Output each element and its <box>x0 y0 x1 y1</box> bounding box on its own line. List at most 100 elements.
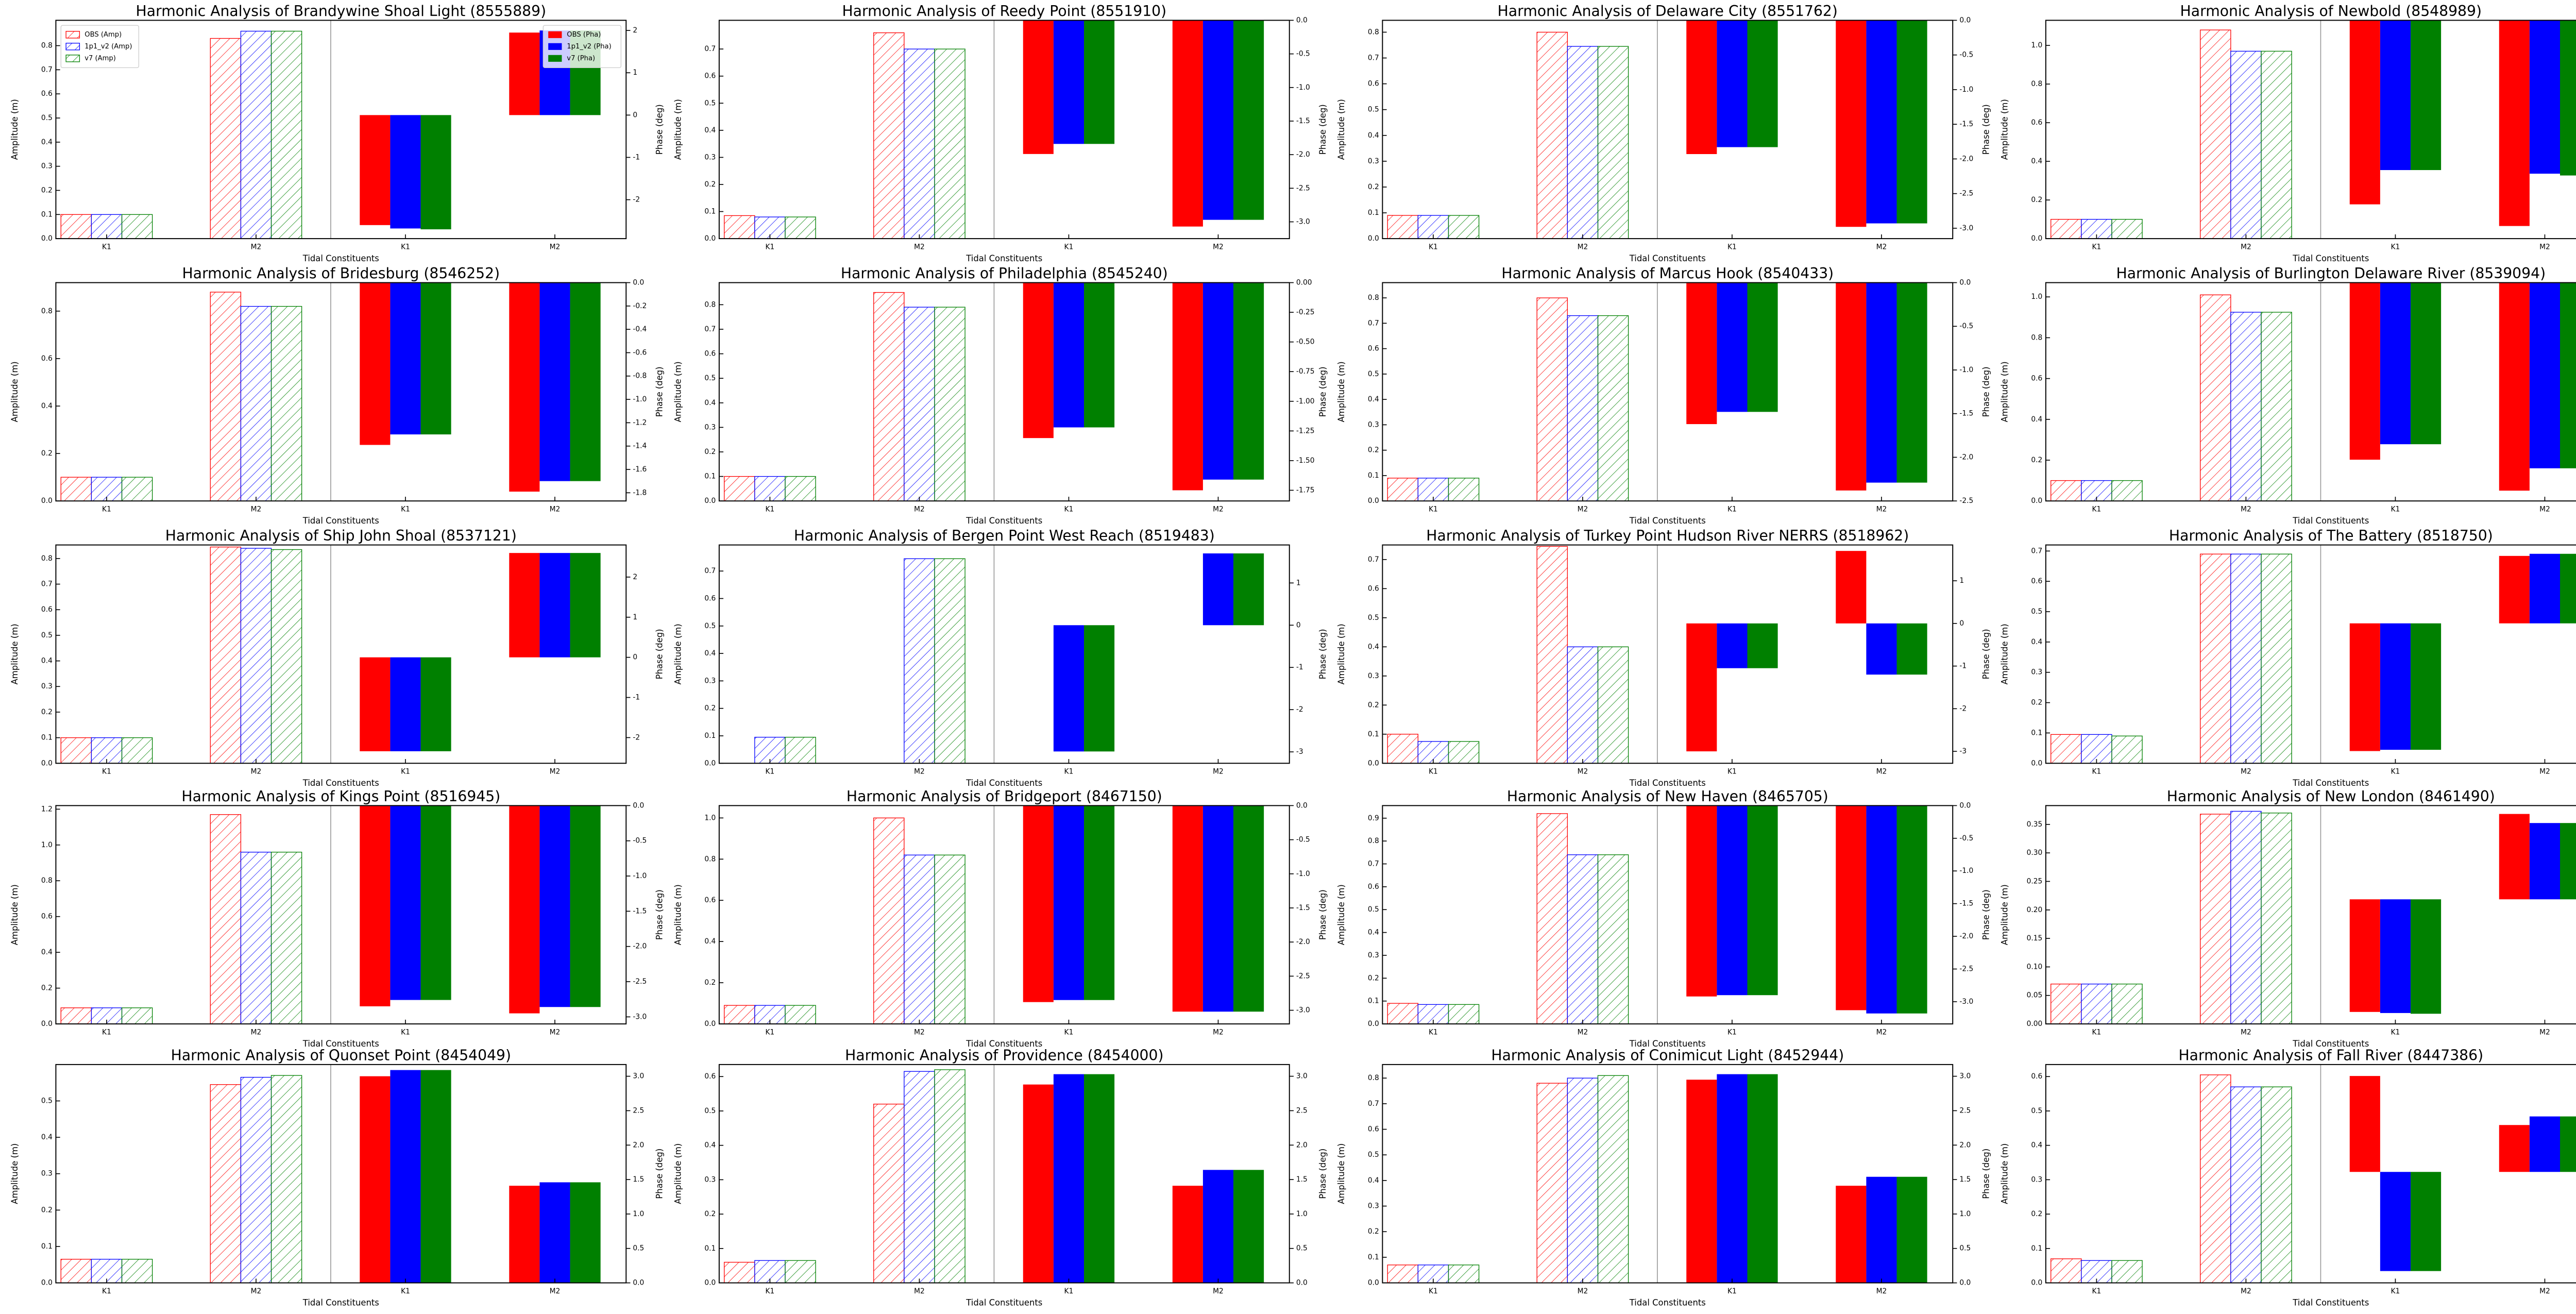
bar <box>2499 555 2530 624</box>
y-tick-label: 0.6 <box>2031 577 2042 585</box>
y-tick-label: 0.5 <box>2031 1107 2042 1115</box>
y-tick-label: 0.7 <box>1368 860 1379 868</box>
y-tick-label: 0.4 <box>41 402 53 410</box>
chart-title: Harmonic Analysis of Newbold (8548989) <box>2180 3 2482 20</box>
y2-tick-label: -1.0 <box>633 872 647 880</box>
y2-tick-label: -0.5 <box>1959 51 1973 59</box>
bar <box>2380 20 2411 171</box>
bar <box>1233 282 1264 480</box>
x-tick-label: K1 <box>1727 506 1737 514</box>
y-tick-label: 0.2 <box>2031 196 2042 204</box>
bar <box>2529 823 2560 900</box>
y2-tick-label: -2.0 <box>1296 938 1310 946</box>
subplot: Harmonic Analysis of Bridesburg (8546252… <box>10 265 664 526</box>
y-tick-label: 0.0 <box>704 234 716 243</box>
chart-title: Harmonic Analysis of Delaware City (8551… <box>1498 3 1838 20</box>
y2-tick-label: -1.8 <box>633 488 647 497</box>
bar <box>1053 625 1084 752</box>
plot-frame <box>718 20 1290 240</box>
y2-axis-label: Phase (deg) <box>1981 629 1991 679</box>
y-tick-label: 0.4 <box>1368 929 1379 937</box>
y-axis-label: Amplitude (m) <box>1336 99 1346 160</box>
bar <box>1233 553 1264 626</box>
bar <box>1053 20 1084 144</box>
bar <box>1717 805 1748 996</box>
y2-tick-label: -1.75 <box>1296 486 1315 494</box>
x-tick-label: M2 <box>914 1028 925 1036</box>
y-tick-label: 0.6 <box>704 594 716 602</box>
bar <box>873 817 905 1024</box>
y-tick-label: 0.7 <box>704 325 716 333</box>
y-tick-label: 0.2 <box>1368 183 1379 191</box>
bar <box>1866 20 1897 224</box>
y-tick-label: 0.05 <box>2027 991 2043 1000</box>
bar <box>1023 1084 1054 1283</box>
y-axis-label: Amplitude (m) <box>673 884 683 945</box>
y-tick-label: 0.0 <box>2031 1279 2042 1287</box>
bar <box>2529 282 2560 468</box>
chart-title: Harmonic Analysis of Turkey Point Hudson… <box>1426 527 1909 544</box>
y2-tick-label: -2.0 <box>633 942 647 951</box>
y2-tick-label: 3.0 <box>1959 1072 1971 1081</box>
subplot: Harmonic Analysis of New Haven (8465705)… <box>1336 788 1991 1049</box>
y2-tick-label: -2.0 <box>1959 932 1973 940</box>
x-tick-label: K1 <box>1727 768 1737 776</box>
plot-frame <box>1382 544 1954 764</box>
y2-tick-label: 0 <box>1959 619 1964 628</box>
y-tick-label: 0.4 <box>41 657 53 665</box>
chart-title: Harmonic Analysis of Bergen Point West R… <box>794 527 1215 544</box>
y2-tick-label: 0 <box>633 653 637 662</box>
bar <box>2349 899 2380 1012</box>
x-tick-label: K1 <box>2092 506 2101 514</box>
bar <box>1747 623 1778 668</box>
y-tick-label: 0.6 <box>704 350 716 358</box>
bar <box>240 1076 272 1284</box>
x-tick-label: M2 <box>1213 768 1224 776</box>
y2-tick-label: 0 <box>1296 621 1301 629</box>
y-tick-label: 0.3 <box>2031 668 2042 677</box>
y-tick-label: 0.1 <box>41 734 53 742</box>
y2-axis-label: Phase (deg) <box>654 104 664 155</box>
y-tick-label: 0.0 <box>2031 759 2042 767</box>
bar <box>785 1005 816 1024</box>
subplot: Harmonic Analysis of Bergen Point West R… <box>673 527 1328 788</box>
y2-axis-label: Phase (deg) <box>1318 889 1328 940</box>
y2-tick-label: -1 <box>1959 662 1967 670</box>
bar <box>270 1075 302 1284</box>
y-tick-label: 0.6 <box>41 913 53 921</box>
y2-tick-label: -3.0 <box>1959 224 1973 232</box>
bar <box>1836 805 1867 1010</box>
y-axis-label: Amplitude (m) <box>1336 361 1346 422</box>
y-tick-label: 0.2 <box>704 1210 716 1218</box>
legend-swatch <box>65 55 80 62</box>
bar <box>1053 282 1084 428</box>
y-tick-label: 0.1 <box>704 473 716 481</box>
y-tick-label: 0.6 <box>41 605 53 614</box>
bar <box>2200 814 2231 1024</box>
y2-tick-label: 0.0 <box>1959 801 1971 810</box>
bar <box>1747 20 1778 147</box>
bar <box>360 115 391 225</box>
y2-tick-label: 0.5 <box>633 1244 644 1253</box>
y-tick-label: 0.4 <box>1368 1176 1379 1185</box>
x-tick-label: K1 <box>102 243 111 251</box>
bar <box>60 477 92 501</box>
bar <box>210 38 242 239</box>
bar <box>1084 1074 1115 1283</box>
bar <box>539 553 570 658</box>
x-tick-label: M2 <box>2241 1028 2251 1036</box>
x-axis-label: Tidal Constituents <box>2292 516 2369 526</box>
bar <box>785 736 816 764</box>
bar <box>121 1007 153 1024</box>
y-tick-label: 0.7 <box>1368 555 1379 564</box>
x-tick-label: M2 <box>2539 768 2550 776</box>
bar <box>390 115 421 229</box>
subplot: Harmonic Analysis of Ship John Shoal (85… <box>10 527 664 788</box>
y-tick-label: 0.8 <box>41 307 53 315</box>
y-tick-label: 0.0 <box>1368 759 1379 767</box>
y2-tick-label: 1.0 <box>1296 1210 1308 1218</box>
y2-tick-label: -1.6 <box>633 465 647 474</box>
bar <box>1567 1077 1599 1284</box>
y-tick-label: 0.5 <box>41 631 53 639</box>
y-tick-label: 0.8 <box>704 855 716 863</box>
